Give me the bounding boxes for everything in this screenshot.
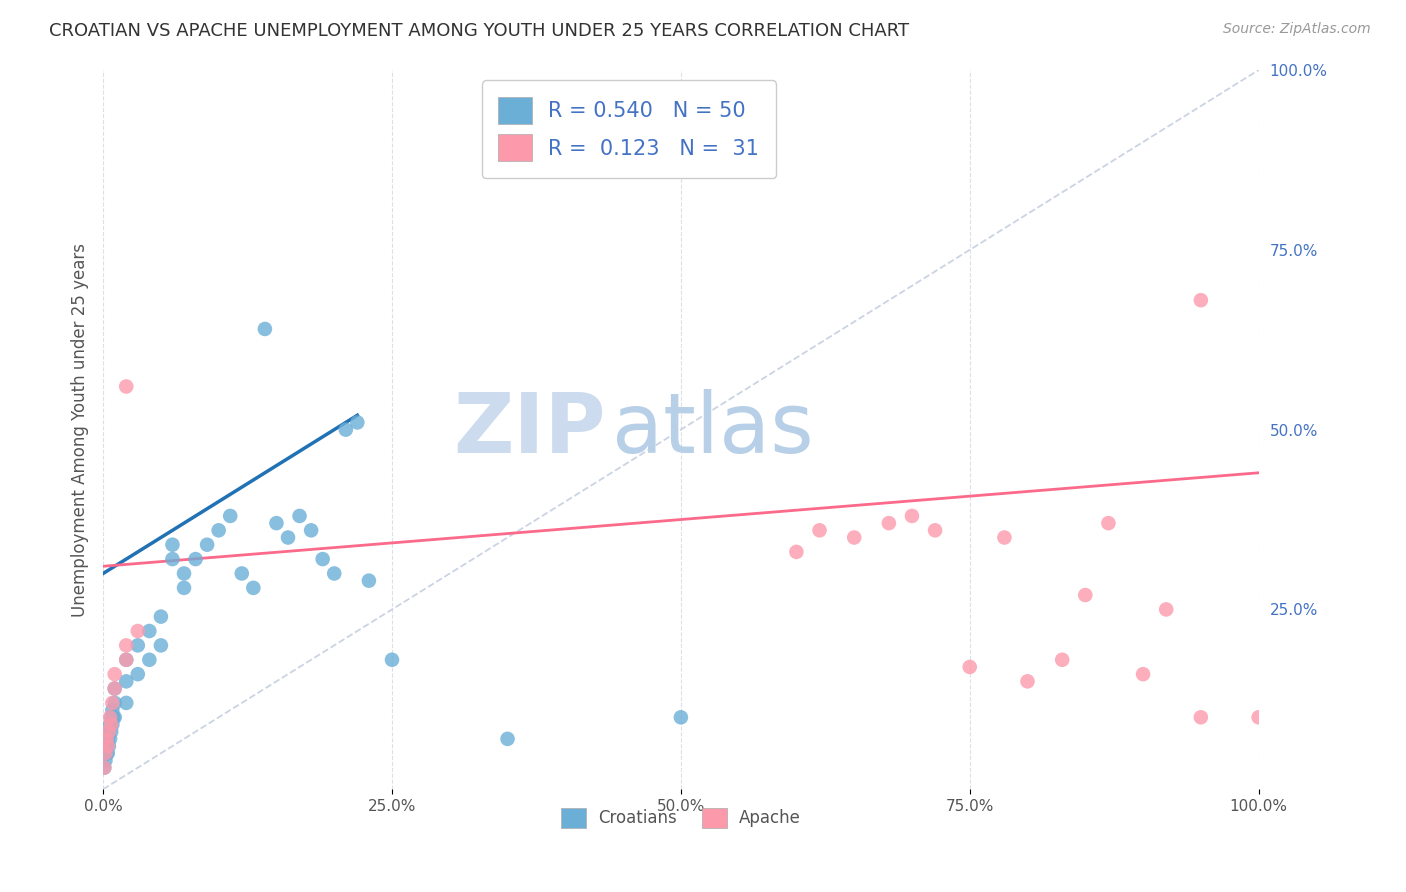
Point: [93, 761, 115, 775]
Point: [96, 731, 118, 746]
Point: [115, 674, 138, 689]
Point: [104, 696, 127, 710]
Point: [901, 508, 924, 523]
Point: [335, 423, 357, 437]
Point: [381, 653, 404, 667]
Y-axis label: Unemployment Among Youth under 25 years: Unemployment Among Youth under 25 years: [72, 243, 89, 616]
Point: [97, 724, 120, 739]
Point: [266, 516, 288, 530]
Point: [103, 710, 125, 724]
Point: [162, 552, 184, 566]
Point: [1154, 602, 1177, 616]
Point: [1017, 674, 1039, 689]
Point: [357, 574, 380, 588]
Point: [173, 581, 195, 595]
Point: [219, 508, 242, 523]
Point: [101, 696, 124, 710]
Point: [100, 710, 122, 724]
Point: [785, 545, 807, 559]
Point: [115, 639, 138, 653]
Text: CROATIAN VS APACHE UNEMPLOYMENT AMONG YOUTH UNDER 25 YEARS CORRELATION CHART: CROATIAN VS APACHE UNEMPLOYMENT AMONG YO…: [49, 22, 910, 40]
Point: [311, 552, 333, 566]
Point: [1050, 653, 1073, 667]
Point: [173, 566, 195, 581]
Point: [346, 416, 368, 430]
Point: [98, 731, 121, 746]
Point: [149, 639, 172, 653]
Point: [104, 710, 127, 724]
Point: [242, 581, 264, 595]
Point: [94, 754, 117, 768]
Point: [288, 508, 311, 523]
Point: [208, 524, 231, 538]
Point: [808, 524, 831, 538]
Point: [1097, 516, 1119, 530]
Point: [231, 566, 253, 581]
Point: [97, 746, 120, 760]
Point: [96, 739, 118, 753]
Point: [277, 531, 299, 545]
Point: [924, 524, 946, 538]
Legend: Croatians, Apache: Croatians, Apache: [555, 801, 807, 835]
Point: [101, 717, 124, 731]
Point: [138, 624, 160, 638]
Point: [1132, 667, 1154, 681]
Point: [115, 653, 138, 667]
Point: [1247, 710, 1270, 724]
Point: [94, 746, 117, 760]
Point: [127, 667, 149, 681]
Point: [669, 710, 692, 724]
Point: [104, 681, 127, 696]
Point: [115, 653, 138, 667]
Point: [184, 552, 207, 566]
Point: [97, 731, 120, 746]
Text: Source: ZipAtlas.com: Source: ZipAtlas.com: [1223, 22, 1371, 37]
Point: [1189, 710, 1212, 724]
Point: [97, 724, 120, 739]
Point: [115, 696, 138, 710]
Point: [98, 717, 121, 731]
Point: [149, 609, 172, 624]
Point: [844, 531, 866, 545]
Point: [959, 660, 981, 674]
Point: [877, 516, 900, 530]
Point: [162, 538, 184, 552]
Point: [253, 322, 276, 336]
Point: [496, 731, 519, 746]
Point: [97, 739, 120, 753]
Point: [100, 724, 122, 739]
Point: [127, 639, 149, 653]
Point: [98, 710, 121, 724]
Point: [1189, 293, 1212, 308]
Point: [104, 681, 127, 696]
Point: [1074, 588, 1097, 602]
Point: [115, 379, 138, 393]
Point: [97, 739, 120, 753]
Point: [100, 717, 122, 731]
Point: [299, 524, 322, 538]
Point: [127, 624, 149, 638]
Point: [104, 667, 127, 681]
Text: ZIP: ZIP: [453, 389, 606, 470]
Point: [993, 531, 1015, 545]
Point: [138, 653, 160, 667]
Point: [323, 566, 346, 581]
Point: [96, 746, 118, 760]
Point: [101, 703, 124, 717]
Point: [93, 761, 115, 775]
Point: [195, 538, 218, 552]
Text: atlas: atlas: [612, 389, 813, 470]
